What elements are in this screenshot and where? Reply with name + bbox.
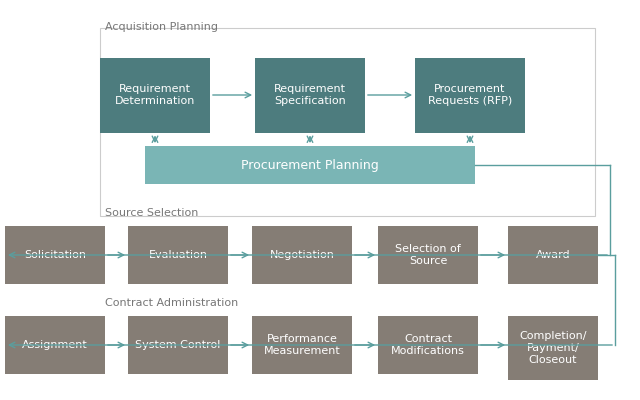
FancyBboxPatch shape xyxy=(145,146,475,184)
FancyBboxPatch shape xyxy=(5,316,105,374)
FancyBboxPatch shape xyxy=(378,226,478,284)
FancyBboxPatch shape xyxy=(100,58,210,132)
Text: Award: Award xyxy=(536,250,570,260)
Text: Performance
Measurement: Performance Measurement xyxy=(264,334,340,356)
FancyBboxPatch shape xyxy=(508,226,598,284)
Text: Procurement
Requests (RFP): Procurement Requests (RFP) xyxy=(428,84,512,106)
FancyBboxPatch shape xyxy=(255,58,365,132)
Text: Selection of
Source: Selection of Source xyxy=(395,244,461,266)
Text: Assignment: Assignment xyxy=(22,340,88,350)
Text: Contract Administration: Contract Administration xyxy=(105,298,238,308)
FancyBboxPatch shape xyxy=(252,226,352,284)
Text: Negotiation: Negotiation xyxy=(269,250,335,260)
FancyBboxPatch shape xyxy=(378,316,478,374)
Text: Source Selection: Source Selection xyxy=(105,208,198,218)
Text: Contract
Modifications: Contract Modifications xyxy=(391,334,465,356)
Text: Solicitation: Solicitation xyxy=(24,250,86,260)
Text: System Control: System Control xyxy=(135,340,221,350)
FancyBboxPatch shape xyxy=(252,316,352,374)
Text: Acquisition Planning: Acquisition Planning xyxy=(105,22,218,32)
FancyBboxPatch shape xyxy=(508,316,598,380)
FancyBboxPatch shape xyxy=(5,226,105,284)
Text: Procurement Planning: Procurement Planning xyxy=(241,158,379,172)
Text: Requirement
Specification: Requirement Specification xyxy=(274,84,346,106)
Text: Completion/
Payment/
Closeout: Completion/ Payment/ Closeout xyxy=(519,330,587,366)
FancyBboxPatch shape xyxy=(415,58,525,132)
Text: Requirement
Determination: Requirement Determination xyxy=(115,84,195,106)
Text: Evaluation: Evaluation xyxy=(148,250,207,260)
FancyBboxPatch shape xyxy=(128,316,228,374)
FancyBboxPatch shape xyxy=(128,226,228,284)
